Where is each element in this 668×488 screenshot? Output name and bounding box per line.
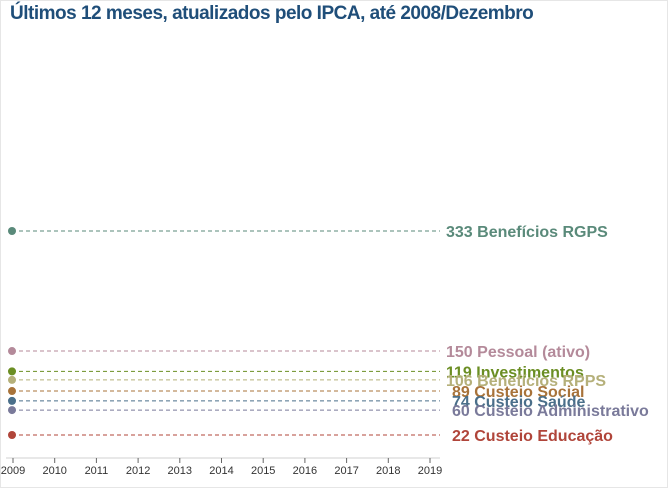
series-label: 74 Custeio Saúde bbox=[452, 394, 585, 411]
x-tick-label: 2014 bbox=[209, 465, 233, 477]
series-label: 333 Benefícios RGPS bbox=[446, 224, 608, 241]
data-point[interactable] bbox=[8, 396, 16, 405]
data-point[interactable] bbox=[8, 387, 16, 396]
series-beneficios-rpps[interactable]: 106 Benefícios RPPS bbox=[8, 373, 606, 390]
series-label: 119 Investimentos bbox=[446, 364, 584, 381]
series-custeio-educacao[interactable]: 22 Custeio Educação bbox=[8, 428, 613, 445]
series-pessoal-ativo[interactable]: 150 Pessoal (ativo) bbox=[8, 344, 590, 361]
x-tick-label: 2018 bbox=[376, 465, 400, 477]
series-label: 60 Custeio Administrativo bbox=[452, 403, 649, 420]
x-axis: 2009 2010 2011 2012 2013 2014 2015 2016 2017 2018… bbox=[1, 457, 442, 477]
series-custeio-administrativo[interactable]: 60 Custeio Administrativo bbox=[8, 403, 649, 420]
data-point[interactable] bbox=[8, 227, 16, 235]
data-point[interactable] bbox=[8, 406, 16, 415]
x-tick-label: 2019 bbox=[418, 465, 442, 477]
series-label: 106 Benefícios RPPS bbox=[446, 373, 606, 390]
series-custeio-saude[interactable]: 74 Custeio Saúde bbox=[8, 394, 585, 411]
x-tick-label: 2012 bbox=[126, 465, 150, 477]
x-tick-label: 2011 bbox=[85, 465, 109, 477]
x-tick-label: 2015 bbox=[251, 465, 275, 477]
series-custeio-social[interactable]: 89 Custeio Social bbox=[8, 384, 585, 401]
series-label: 22 Custeio Educação bbox=[452, 428, 613, 445]
data-point[interactable] bbox=[8, 347, 16, 356]
x-tick-label: 2010 bbox=[42, 465, 66, 477]
series-investimentos[interactable]: 119 Investimentos bbox=[8, 364, 584, 381]
data-point[interactable] bbox=[8, 367, 16, 376]
x-tick-label: 2009 bbox=[1, 465, 25, 477]
chart-title: Últimos 12 meses, atualizados pelo IPCA,… bbox=[10, 3, 534, 24]
series-beneficios-rgps[interactable]: 333 Benefícios RGPS bbox=[8, 224, 608, 241]
x-tick-label: 2017 bbox=[334, 465, 358, 477]
series-label: 150 Pessoal (ativo) bbox=[446, 344, 590, 361]
x-tick-label: 2016 bbox=[293, 465, 317, 477]
series-group: 333 Benefícios RGPS 150 Pessoal (ativo) 11… bbox=[8, 224, 649, 445]
series-label: 89 Custeio Social bbox=[452, 384, 585, 401]
data-point[interactable] bbox=[8, 431, 16, 439]
data-point[interactable] bbox=[8, 375, 16, 384]
x-tick-label: 2013 bbox=[168, 465, 192, 477]
